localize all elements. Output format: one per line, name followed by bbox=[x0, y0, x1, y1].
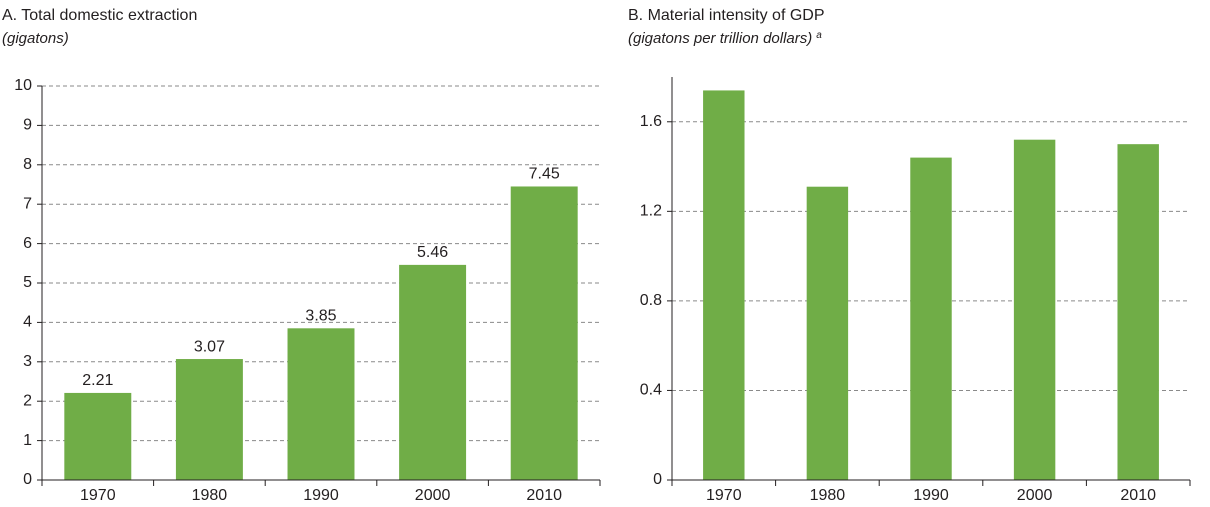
chart-subtitle: (gigatons) bbox=[2, 30, 69, 47]
x-tick-label: 1970 bbox=[80, 487, 116, 504]
y-tick-label: 0 bbox=[23, 471, 32, 488]
bar bbox=[703, 90, 745, 480]
y-tick-label: 10 bbox=[14, 77, 32, 94]
y-tick-label: 0.4 bbox=[640, 382, 662, 399]
y-tick-label: 5 bbox=[23, 274, 32, 291]
y-tick-label: 0 bbox=[653, 471, 662, 488]
x-tick-label: 1980 bbox=[192, 487, 228, 504]
x-tick-label: 1970 bbox=[706, 487, 742, 504]
bar bbox=[399, 264, 467, 480]
x-tick-label: 1980 bbox=[810, 487, 846, 504]
y-tick-label: 1 bbox=[23, 432, 32, 449]
y-tick-label: 8 bbox=[23, 156, 32, 173]
bar bbox=[806, 186, 849, 480]
subtitle-text: (gigatons per trillion dollars) bbox=[628, 30, 812, 47]
data-label: 2.21 bbox=[82, 372, 113, 389]
data-label: 3.07 bbox=[194, 338, 225, 355]
y-tick-label: 9 bbox=[23, 117, 32, 134]
x-tick-label: 1990 bbox=[913, 487, 949, 504]
data-label: 3.85 bbox=[305, 308, 336, 325]
data-label: 7.45 bbox=[529, 166, 560, 183]
bar bbox=[175, 359, 243, 480]
y-tick-label: 0.8 bbox=[640, 292, 662, 309]
y-tick-label: 4 bbox=[23, 314, 32, 331]
data-label: 5.46 bbox=[417, 244, 448, 261]
chart-title: A. Total domestic extraction bbox=[2, 7, 197, 24]
bar bbox=[287, 328, 355, 480]
x-tick-label: 2000 bbox=[1017, 487, 1053, 504]
x-tick-label: 1990 bbox=[303, 487, 339, 504]
y-tick-label: 6 bbox=[23, 235, 32, 252]
y-tick-label: 3 bbox=[23, 353, 32, 370]
y-tick-label: 7 bbox=[23, 195, 32, 212]
bar bbox=[910, 157, 952, 480]
y-tick-label: 1.6 bbox=[640, 113, 662, 130]
x-tick-label: 2010 bbox=[526, 487, 562, 504]
y-tick-label: 2 bbox=[23, 392, 32, 409]
y-tick-label: 1.2 bbox=[640, 203, 662, 220]
chart-subtitle: (gigatons per trillion dollars) a bbox=[628, 30, 822, 47]
x-tick-label: 2010 bbox=[1120, 487, 1156, 504]
bar bbox=[1013, 139, 1056, 480]
footnote-mark: a bbox=[816, 30, 822, 41]
x-tick-label: 2000 bbox=[415, 487, 451, 504]
chart-title: B. Material intensity of GDP bbox=[628, 7, 825, 24]
bar bbox=[510, 186, 578, 480]
bar bbox=[1117, 144, 1159, 480]
bar bbox=[64, 392, 132, 480]
